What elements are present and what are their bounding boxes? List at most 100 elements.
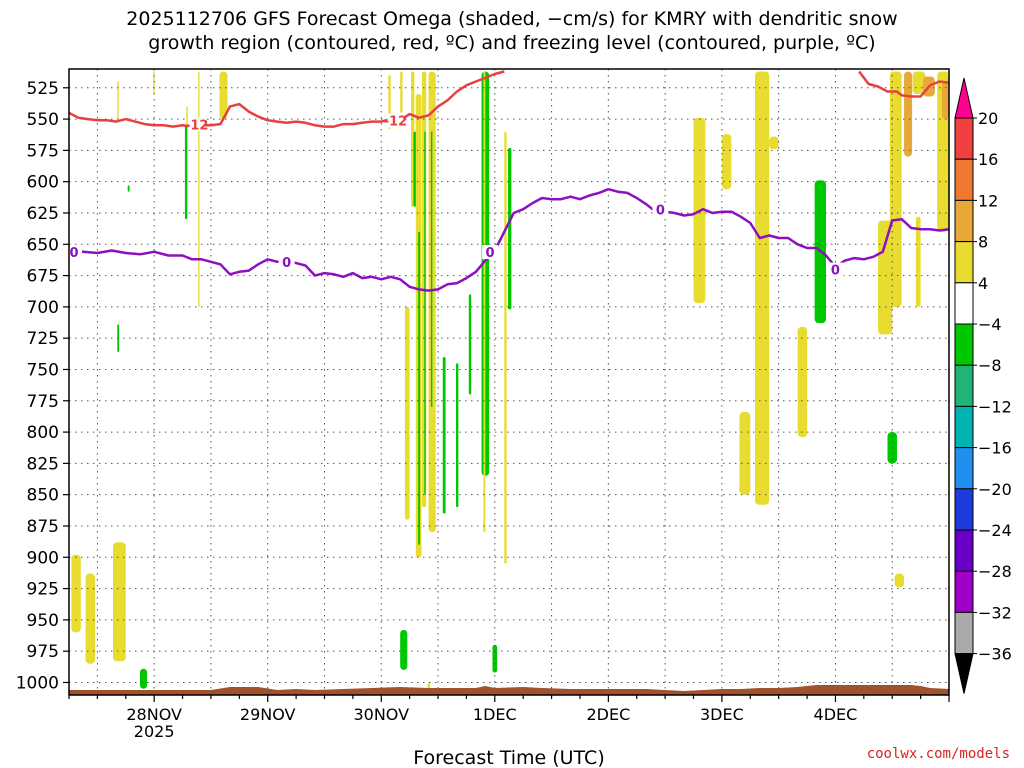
colorbar-label-11: −28: [978, 562, 1012, 581]
contour-label-0-1: -12: [384, 115, 408, 130]
contour-label-bg-0-1: [387, 113, 404, 128]
y-tick-label-850: 850: [27, 486, 59, 506]
contour-label-2-1: 0: [282, 256, 291, 271]
x-tick-label-2DEC: 2DEC: [586, 705, 630, 724]
omega-cell-6: [117, 81, 119, 120]
y-tick-label-625: 625: [27, 204, 59, 224]
grid: [69, 69, 949, 695]
contour-label-2-3: 0: [656, 203, 665, 218]
colorbar-segment-13: [954, 611, 974, 655]
colorbar-segment-4: [954, 241, 974, 284]
omega-cell-26: [456, 363, 459, 508]
x-tick-label-3DEC: 3DEC: [700, 705, 744, 724]
contour-label-2-2: 0: [486, 246, 495, 261]
omega-cell-32: [508, 147, 512, 310]
omega-cell-34: [721, 134, 732, 190]
y-tick-label-675: 675: [27, 267, 59, 287]
omega-cell-1: [85, 573, 96, 664]
omega-cell-45: [912, 71, 926, 95]
colorbar-label-13: −36: [978, 645, 1012, 664]
y-tick-label-1000: 1000: [16, 673, 59, 693]
x-tick-label-4DEC: 4DEC: [814, 705, 858, 724]
y-tick-label-525: 525: [27, 79, 59, 99]
colorbar-bottom-triangle: [954, 653, 974, 694]
y-tick-label-875: 875: [27, 517, 59, 537]
omega-cell-3: [139, 668, 148, 689]
omega-cell-35: [739, 412, 751, 495]
omega-cell-15: [404, 306, 410, 520]
colorbar-label-0: 20: [978, 109, 998, 128]
colorbar-label-1: 16: [978, 150, 998, 169]
omega-cell-10: [198, 71, 200, 307]
colorbar-segment-9: [954, 447, 974, 490]
omega-cell-19: [418, 231, 421, 545]
plot-frame: [68, 68, 950, 696]
y-tick-label-925: 925: [27, 580, 59, 600]
contours: -12 -12 0 0 0 0 0: [69, 70, 949, 292]
y-axis: 525 550 575 600 625 650 675 700 725 750 775 800 825 8…: [16, 79, 69, 693]
colorbar-segment-10: [954, 488, 974, 531]
colorbar-label-2: 12: [978, 191, 998, 210]
y-tick-label-575: 575: [27, 141, 59, 161]
omega-cell-27: [468, 294, 472, 395]
omega-cell-49: [915, 216, 921, 307]
contour-label-bg-2-2: [482, 245, 499, 260]
omega-cell-40: [878, 220, 893, 335]
contour-label-bg-2-1: [278, 255, 295, 270]
omega-shading: [71, 71, 949, 690]
y-tick-label-700: 700: [27, 298, 59, 318]
colorbar-label-4: 4: [978, 274, 988, 293]
colorbar-top-triangle: [954, 77, 974, 119]
omega-cell-43: [894, 573, 905, 588]
watermark: coolwx.com/models: [866, 746, 1010, 762]
chart-title-line-1: 2025112706 GFS Forecast Omega (shaded, −…: [126, 8, 898, 30]
omega-cell-25: [442, 356, 446, 514]
y-tick-label-825: 825: [27, 454, 59, 474]
x-tick-label-29NOV: 29NOV: [240, 705, 296, 724]
y-tick-label-950: 950: [27, 611, 59, 631]
colorbar-label-10: −24: [978, 521, 1012, 540]
x-tick-label-28NOV: 28NOV: [126, 705, 182, 724]
y-tick-label-550: 550: [27, 110, 59, 130]
y-tick-label-725: 725: [27, 329, 59, 349]
colorbar-segment-7: [954, 364, 974, 407]
colorbar-segment-1: [954, 117, 974, 160]
omega-cell-7: [153, 71, 155, 95]
omega-cell-9: [186, 106, 188, 127]
y-tick-label-750: 750: [27, 360, 59, 380]
omega-cell-13: [400, 71, 403, 113]
contour-line-0: [69, 70, 505, 128]
omega-cell-14: [400, 629, 408, 670]
contour-label-bg-2-4: [827, 262, 844, 277]
contour-line-1: [858, 70, 949, 98]
contour-label-bg-0-0: [188, 117, 205, 132]
y-tick-label-650: 650: [27, 235, 59, 255]
x-tick-sublabel-28NOV: 2025: [134, 722, 175, 741]
colorbar-segment-3: [954, 199, 974, 243]
omega-cell-23: [430, 131, 433, 408]
omega-cell-11: [219, 71, 228, 120]
colorbar-segment-11: [954, 529, 974, 572]
omega-cell-44: [904, 71, 913, 157]
x-axis-label: Forecast Time (UTC): [413, 747, 604, 768]
y-tick-label-600: 600: [27, 173, 59, 193]
colorbar-label-9: −20: [978, 480, 1012, 499]
contour-label-0-0: -12: [185, 118, 209, 133]
contour-line-2: [69, 187, 949, 292]
contour-label-bg-2-0: [69, 245, 82, 260]
y-tick-label-800: 800: [27, 423, 59, 443]
colorbar-label-7: −12: [978, 397, 1012, 416]
terrain: [69, 685, 949, 695]
omega-cell-48: [941, 81, 949, 120]
colorbar-segment-6: [954, 323, 974, 366]
omega-cell-21: [424, 131, 426, 495]
omega-cell-2: [113, 542, 126, 662]
x-tick-label-30NOV: 30NOV: [353, 705, 409, 724]
colorbar-segment-12: [954, 570, 974, 613]
contour-label-bg-2-3: [652, 202, 669, 217]
colorbar-label-5: −4: [978, 315, 1002, 334]
y-tick-label-975: 975: [27, 642, 59, 662]
colorbar-label-6: −8: [978, 356, 1002, 375]
omega-cell-29: [483, 71, 486, 533]
